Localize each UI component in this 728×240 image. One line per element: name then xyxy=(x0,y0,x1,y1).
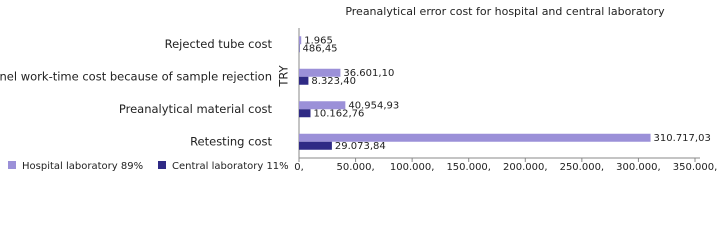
x-tick-label: 100.000, xyxy=(390,162,435,173)
bar xyxy=(299,141,332,150)
y-axis-label: TRY xyxy=(277,64,291,87)
legend-label: Hospital laboratory 89% xyxy=(22,161,143,172)
bar xyxy=(299,44,300,53)
bar xyxy=(299,68,341,77)
x-tick-label: 250.000, xyxy=(560,162,605,173)
bar xyxy=(299,109,311,118)
value-label: 10.162,76 xyxy=(313,108,364,119)
legend-swatch xyxy=(8,161,16,169)
value-label: 310.717,03 xyxy=(654,133,711,144)
x-tick-label: 150.000, xyxy=(446,162,491,173)
bar xyxy=(299,76,309,85)
value-label: 1.965 xyxy=(304,35,333,46)
bar xyxy=(299,101,346,110)
bar xyxy=(299,133,651,142)
value-label: 8.323,40 xyxy=(311,76,356,87)
value-label: 36.601,10 xyxy=(343,68,394,79)
y-tick-label: Personnel work-time cost because of samp… xyxy=(0,69,272,83)
bar xyxy=(299,36,302,45)
x-tick-label: 300.000, xyxy=(616,162,661,173)
chart: Preanalytical error cost for hospital an… xyxy=(0,5,718,173)
x-tick-label: 200.000, xyxy=(503,162,548,173)
chart-title: Preanalytical error cost for hospital an… xyxy=(345,5,665,18)
value-label: 40.954,93 xyxy=(348,100,399,111)
y-tick-label: Rejected tube cost xyxy=(165,37,273,51)
legend-label: Central laboratory 11% xyxy=(172,161,289,172)
value-label: 486,45 xyxy=(303,43,338,54)
x-tick-label: 0, xyxy=(294,162,304,173)
y-tick-label: Retesting cost xyxy=(190,134,272,148)
y-tick-label: Preanalytical material cost xyxy=(119,102,273,116)
x-tick-label: 50.000, xyxy=(336,162,374,173)
x-tick-label: 350.000, xyxy=(673,162,718,173)
value-label: 29.073,84 xyxy=(335,141,386,152)
legend-swatch xyxy=(158,161,166,169)
